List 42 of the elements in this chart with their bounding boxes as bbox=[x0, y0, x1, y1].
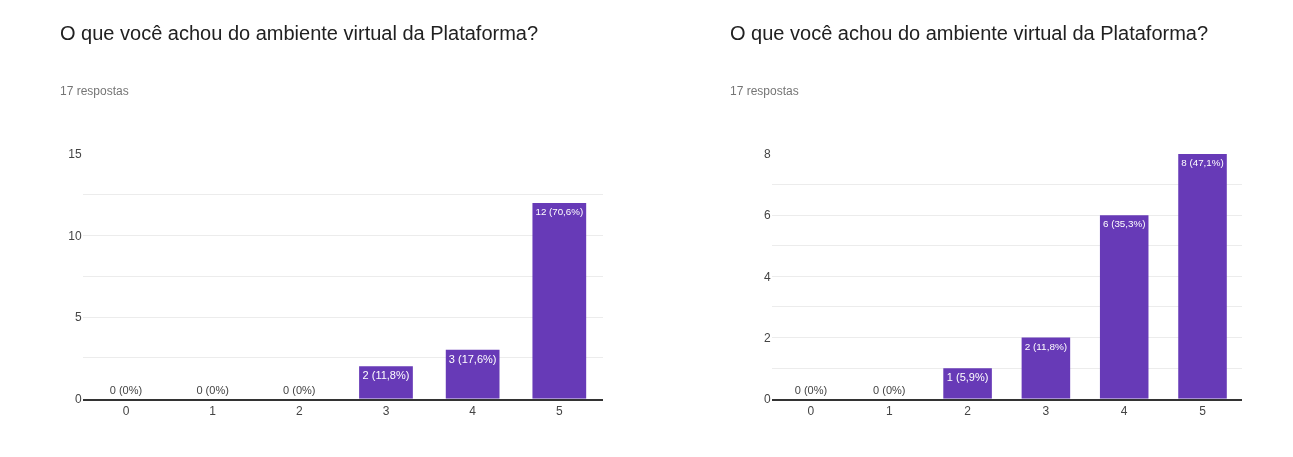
data-label: 0 (0%) bbox=[196, 383, 229, 396]
data-label: 6 (35,3%) bbox=[1102, 218, 1146, 230]
y-tick-label: 0 bbox=[74, 392, 82, 406]
x-tick-label: 4 bbox=[469, 403, 477, 418]
data-label: 1 (5,9%) bbox=[946, 371, 989, 384]
y-tick-label: 8 bbox=[764, 147, 772, 162]
x-tick-label: 3 bbox=[1042, 403, 1050, 418]
x-tick-label: 0 bbox=[807, 403, 815, 418]
bar bbox=[1099, 215, 1149, 399]
x-tick-label: 5 bbox=[555, 403, 563, 418]
x-tick-label: 5 bbox=[1199, 403, 1207, 418]
bar bbox=[1178, 153, 1227, 399]
chart-subtitle: 17 respostas bbox=[60, 84, 129, 98]
x-tick-label: 2 bbox=[964, 403, 972, 418]
data-label: 2 (11,8%) bbox=[362, 369, 410, 382]
x-tick-label: 0 bbox=[122, 403, 130, 418]
y-tick-label: 15 bbox=[68, 147, 82, 162]
data-label: 0 (0%) bbox=[794, 383, 828, 396]
y-tick-label: 6 bbox=[764, 208, 772, 223]
data-label: 0 (0%) bbox=[109, 383, 143, 396]
y-tick-label: 10 bbox=[68, 228, 82, 243]
bar bbox=[532, 202, 587, 399]
data-label: 8 (47,1%) bbox=[1181, 156, 1224, 168]
data-label: 0 (0%) bbox=[283, 383, 316, 396]
y-tick-label: 2 bbox=[764, 330, 772, 345]
data-label: 3 (17,6%) bbox=[448, 352, 497, 365]
chart-subtitle: 17 respostas bbox=[730, 84, 799, 98]
chart-title: O que você achou do ambiente virtual da Plataforma? bbox=[60, 22, 539, 44]
data-label: 12 (70,6%) bbox=[535, 205, 584, 217]
chart-title: O que você achou do ambiente virtual da Plataforma? bbox=[730, 22, 1209, 44]
x-tick-label: 4 bbox=[1120, 403, 1128, 418]
x-tick-label: 1 bbox=[885, 403, 893, 418]
x-tick-label: 2 bbox=[295, 403, 303, 418]
bar bbox=[1021, 337, 1071, 399]
y-tick-label: 0 bbox=[764, 392, 772, 406]
y-tick-label: 5 bbox=[74, 310, 82, 325]
y-tick-label: 4 bbox=[764, 269, 772, 284]
x-tick-label: 3 bbox=[382, 403, 390, 418]
bar bbox=[445, 349, 500, 399]
data-label: 0 (0%) bbox=[873, 383, 906, 396]
data-label: 2 (11,8%) bbox=[1024, 340, 1068, 352]
x-tick-label: 1 bbox=[209, 403, 217, 418]
